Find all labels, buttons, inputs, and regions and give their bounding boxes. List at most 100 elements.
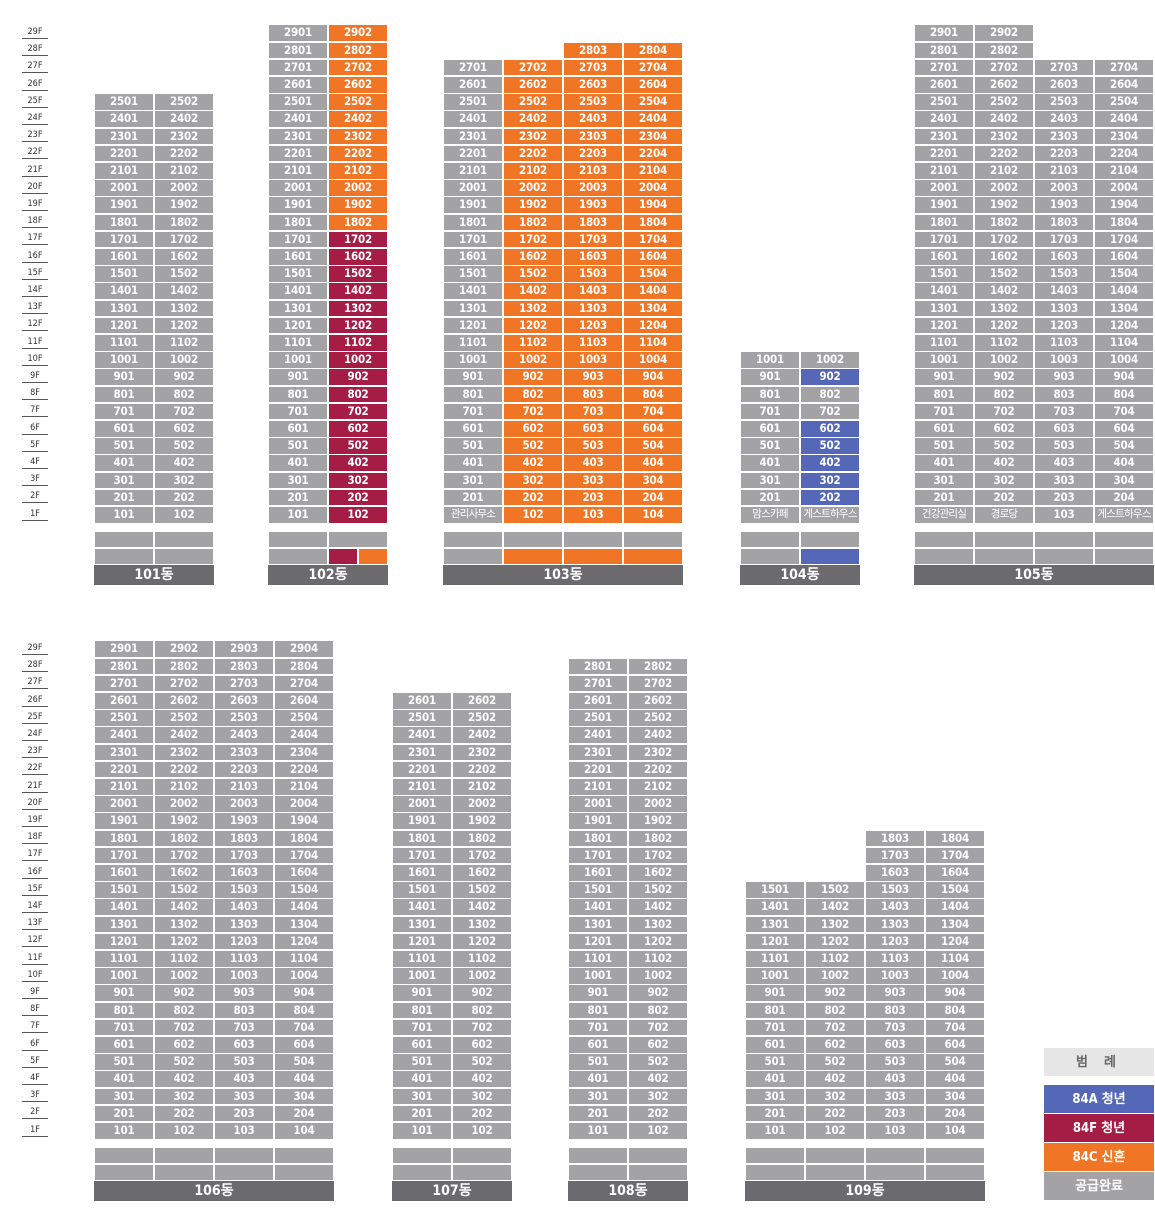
unit-cell: 404: [274, 1070, 334, 1089]
unit-cell: 901: [745, 984, 805, 1003]
unit-cell: 1102: [628, 950, 688, 968]
unit-cell: 1102: [154, 950, 214, 968]
ho-label: [268, 531, 328, 549]
unit-cell: 2402: [503, 110, 563, 129]
unit-cell: 1103: [563, 334, 623, 352]
building-name: 105동: [914, 565, 1154, 585]
unit-cell: 1204: [274, 932, 334, 951]
unit-cell: 2502: [503, 93, 563, 111]
unit-type-label: [274, 1164, 334, 1182]
floor-label: 11F: [22, 952, 48, 965]
unit-cell: 201: [94, 1104, 154, 1123]
unit-cell: 1203: [214, 932, 274, 951]
unit-cell: 1501: [94, 881, 154, 899]
floor-label: 21F: [22, 780, 48, 793]
floor-label: 3F: [22, 1089, 48, 1103]
unit-cell: 102: [154, 506, 214, 524]
unit-cell: 603: [1034, 420, 1094, 438]
unit-type-label: [503, 548, 563, 566]
unit-cell: 902: [328, 368, 388, 387]
unit-cell: 1101: [443, 334, 503, 352]
unit-cell: 1002: [328, 351, 388, 369]
unit-cell: 402: [503, 454, 563, 473]
unit-cell: 1602: [154, 248, 214, 266]
unit-cell: 2003: [1034, 179, 1094, 197]
floor-label: 9F: [22, 986, 48, 999]
unit-cell: 101: [745, 1122, 805, 1140]
unit-cell: 102: [328, 506, 388, 524]
unit-cell: 1801: [568, 829, 628, 848]
unit-cell: 2301: [443, 127, 503, 146]
unit-cell: 1801: [914, 213, 974, 232]
unit-cell: 201: [268, 488, 328, 507]
unit-cell: 201: [740, 488, 800, 507]
unit-cell: 1101: [94, 950, 154, 968]
unit-cell: 1401: [94, 282, 154, 301]
unit-cell: 1802: [154, 213, 214, 232]
unit-cell: 2002: [154, 795, 214, 813]
unit-cell: 1602: [154, 864, 214, 882]
ho-label: [925, 1147, 985, 1165]
unit-cell: 2603: [1034, 76, 1094, 94]
ho-label: [328, 531, 388, 549]
unit-cell: 403: [865, 1070, 925, 1089]
unit-cell: 904: [274, 984, 334, 1003]
unit-cell: 102: [452, 1122, 512, 1140]
floor-label: 27F: [22, 676, 48, 690]
unit-cell: 204: [925, 1104, 985, 1123]
unit-cell: 2503: [1034, 93, 1094, 111]
unit-cell: 304: [623, 471, 683, 490]
unit-cell: 802: [974, 385, 1034, 404]
unit-cell: 602: [503, 420, 563, 438]
unit-cell: 601: [268, 420, 328, 438]
unit-cell: 1901: [94, 812, 154, 831]
unit-cell: 2703: [1034, 58, 1094, 77]
unit-cell: 401: [740, 454, 800, 473]
unit-type-label: [974, 548, 1034, 566]
unit-cell: 1704: [623, 230, 683, 249]
unit-cell: 2704: [623, 58, 683, 77]
unit-cell: 301: [568, 1087, 628, 1106]
ho-label: [94, 531, 154, 549]
unit-cell: 2602: [628, 692, 688, 710]
unit-cell: 1301: [568, 915, 628, 934]
floor-label: 7F: [22, 404, 48, 418]
unit-cell: 502: [328, 437, 388, 455]
unit-cell: 2402: [154, 110, 214, 129]
unit-cell: 1404: [1094, 282, 1154, 301]
unit-cell: 2302: [452, 743, 512, 762]
unit-cell: 1801: [392, 829, 452, 848]
unit-cell: 2401: [568, 726, 628, 745]
unit-cell: 1801: [94, 829, 154, 848]
unit-cell: 2102: [452, 778, 512, 796]
unit-cell: 2501: [443, 93, 503, 111]
unit-cell: 1201: [443, 316, 503, 335]
floor-label: 23F: [22, 745, 48, 759]
unit-cell: 902: [503, 368, 563, 387]
unit-cell: 801: [94, 1001, 154, 1020]
unit-cell: 1404: [925, 898, 985, 917]
building-name: 104동: [740, 565, 860, 585]
unit-cell: 402: [154, 454, 214, 473]
unit-cell: 게스트하우스: [800, 506, 860, 524]
ho-label: [865, 1147, 925, 1165]
unit-cell: 303: [1034, 471, 1094, 490]
unit-cell: 2301: [268, 127, 328, 146]
unit-cell: 801: [392, 1001, 452, 1020]
unit-cell: 701: [443, 402, 503, 421]
unit-cell: 2001: [914, 179, 974, 197]
unit-cell: 402: [628, 1070, 688, 1089]
unit-cell: 2802: [974, 41, 1034, 60]
unit-cell: 502: [503, 437, 563, 455]
unit-cell: 2402: [328, 110, 388, 129]
unit-cell: 502: [154, 437, 214, 455]
unit-cell: 1502: [452, 881, 512, 899]
unit-cell: 1502: [154, 265, 214, 283]
unit-cell: 2404: [274, 726, 334, 745]
unit-cell: 1501: [568, 881, 628, 899]
unit-cell: 2401: [94, 110, 154, 129]
unit-cell: 1004: [623, 351, 683, 369]
unit-cell: 102: [628, 1122, 688, 1140]
floor-label: 18F: [22, 215, 48, 229]
unit-cell: 2702: [154, 674, 214, 693]
